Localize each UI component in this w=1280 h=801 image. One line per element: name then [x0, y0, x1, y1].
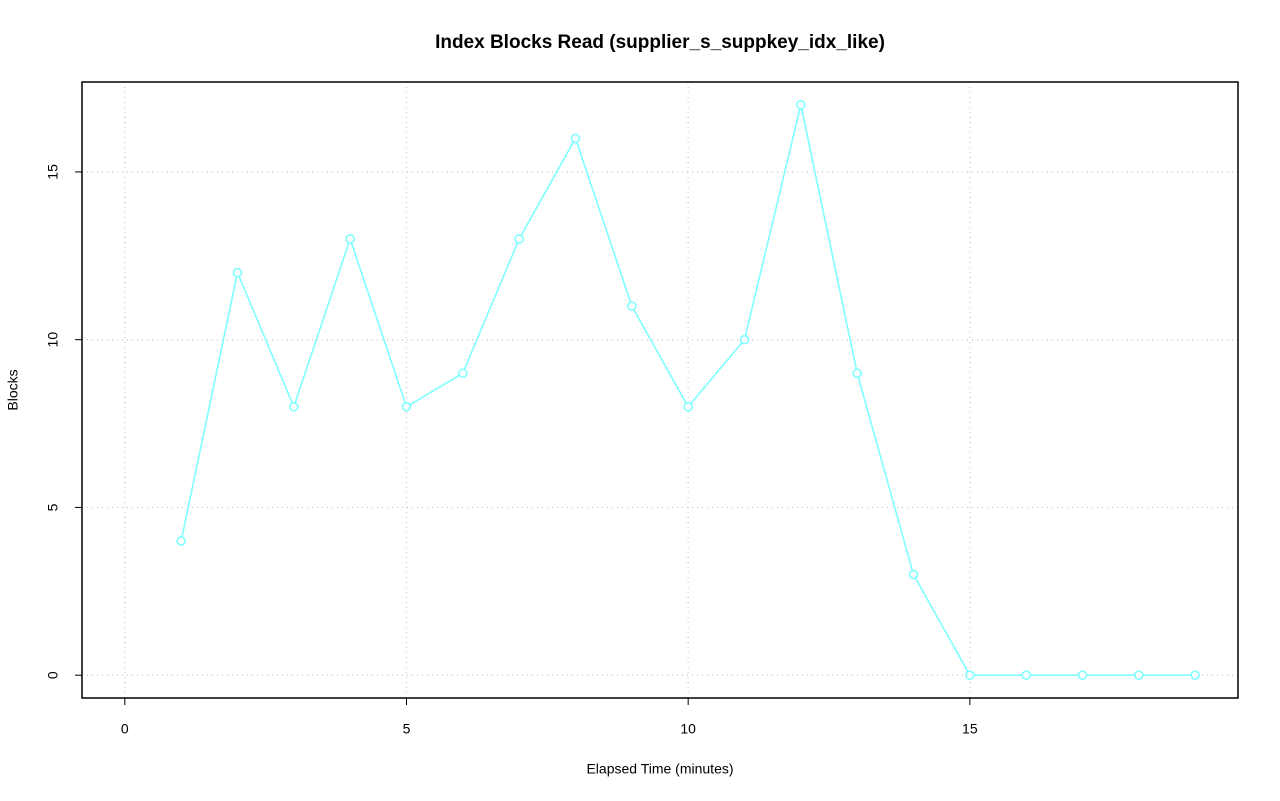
data-point: [1021, 670, 1031, 680]
data-point: [570, 133, 581, 144]
data-point: [232, 267, 243, 278]
data-point: [514, 234, 524, 244]
data-point: [852, 368, 862, 379]
y-tick-label: 5: [45, 503, 61, 511]
y-tick-label: 0: [45, 671, 61, 679]
data-point: [796, 100, 806, 110]
data-point: [1134, 670, 1144, 680]
x-tick-label: 5: [403, 721, 411, 737]
data-point: [1077, 670, 1088, 680]
x-tick-label: 10: [680, 721, 696, 737]
data-point: [908, 569, 919, 580]
y-tick-label: 10: [45, 332, 61, 348]
data-point: [345, 234, 355, 244]
data-point: [176, 536, 186, 546]
data-point: [458, 368, 468, 379]
data-point: [739, 334, 750, 345]
data-point: [627, 301, 637, 311]
x-axis-label: Elapsed Time (minutes): [586, 761, 733, 777]
y-tick-label: 15: [45, 164, 61, 180]
data-point: [683, 401, 693, 412]
data-point: [289, 401, 299, 412]
data-point: [965, 670, 975, 680]
x-tick-label: 15: [962, 721, 978, 737]
data-point: [1190, 670, 1200, 680]
chart-title: Index Blocks Read (supplier_s_suppkey_id…: [435, 32, 885, 53]
plot-frame: [81, 81, 1239, 699]
x-tick-label: 0: [121, 721, 129, 737]
data-point: [401, 401, 412, 412]
y-axis-label: Blocks: [5, 369, 21, 410]
